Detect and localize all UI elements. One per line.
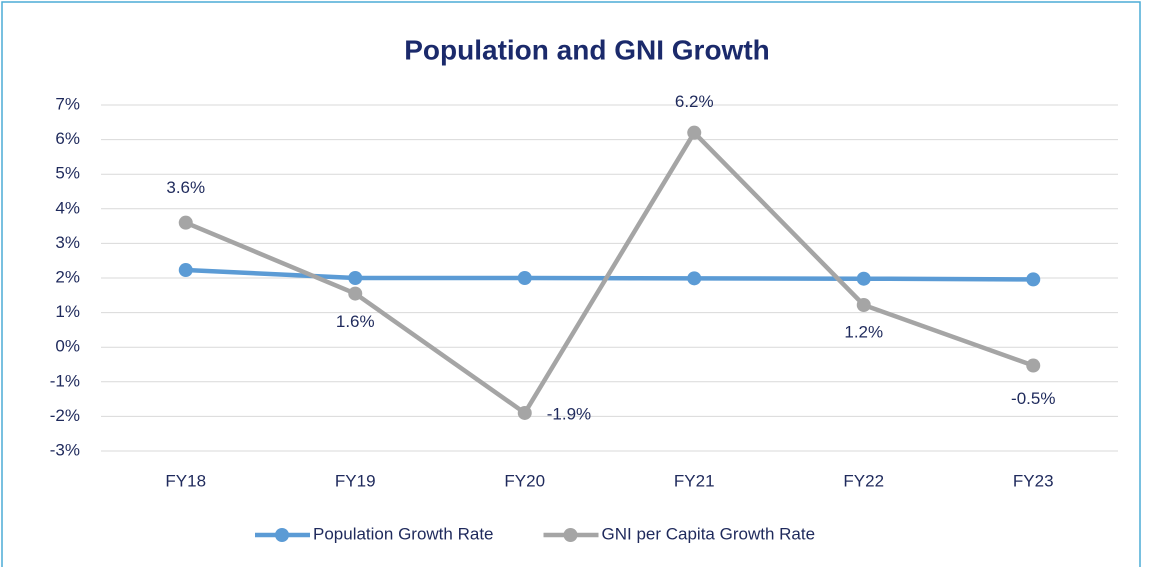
- y-tick-label: 3%: [55, 233, 80, 252]
- x-tick-label: FY20: [504, 471, 545, 490]
- y-tick-label: 6%: [55, 129, 80, 148]
- y-tick-label: -2%: [50, 406, 80, 425]
- data-point: [856, 271, 871, 286]
- legend-marker: [563, 528, 578, 542]
- data-point: [348, 286, 363, 301]
- data-label: 1.2%: [844, 322, 883, 341]
- x-tick-label: FY18: [165, 471, 206, 490]
- data-label: -0.5%: [1011, 389, 1055, 408]
- x-tick-label: FY22: [843, 471, 884, 490]
- y-tick-label: 1%: [55, 302, 80, 321]
- data-point: [517, 405, 532, 420]
- x-tick-label: FY21: [674, 471, 715, 490]
- legend-label: Population Growth Rate: [313, 524, 494, 543]
- y-tick-label: 5%: [55, 164, 80, 183]
- legend-marker: [275, 528, 289, 542]
- data-point: [1026, 272, 1041, 287]
- data-point: [687, 125, 702, 140]
- data-point: [178, 263, 193, 278]
- y-tick-label: 7%: [55, 94, 80, 113]
- y-tick-label: 0%: [55, 337, 80, 356]
- y-tick-label: 2%: [55, 267, 80, 286]
- x-tick-label: FY19: [335, 471, 376, 490]
- legend-label: GNI per Capita Growth Rate: [602, 524, 816, 543]
- data-label: -1.9%: [547, 404, 591, 423]
- data-label: 3.6%: [166, 178, 205, 197]
- series-line: [184, 130, 1035, 416]
- series-line: [185, 267, 1034, 282]
- data-point: [1026, 358, 1041, 373]
- y-tick-label: -3%: [50, 440, 80, 459]
- y-tick-label: 4%: [55, 198, 80, 217]
- y-tick-label: -1%: [50, 371, 80, 390]
- data-point: [517, 271, 532, 285]
- data-point: [178, 215, 193, 230]
- data-point: [348, 271, 363, 285]
- data-point: [856, 297, 871, 312]
- chart-title: Population and GNI Growth: [404, 34, 770, 65]
- data-point: [687, 271, 702, 286]
- x-tick-label: FY23: [1013, 471, 1054, 490]
- data-label: 1.6%: [336, 312, 375, 331]
- data-label: 6.2%: [675, 92, 714, 111]
